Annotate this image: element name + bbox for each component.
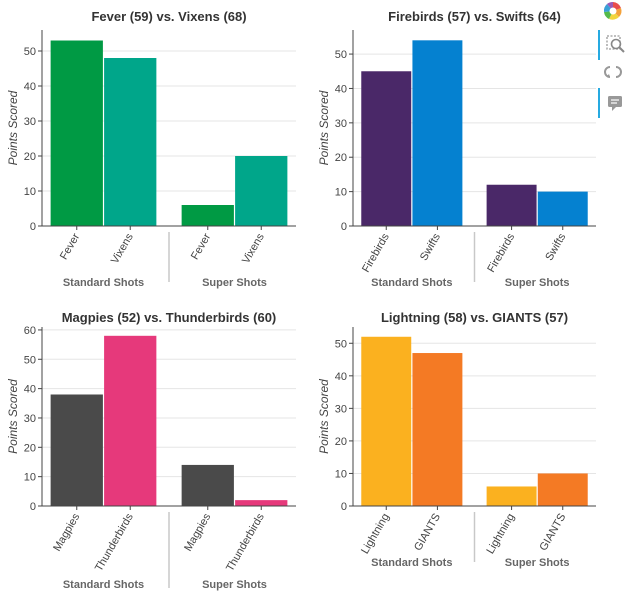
x-tick-label: Magpies <box>182 511 213 553</box>
y-tick-label: 20 <box>335 152 347 164</box>
bar-firebirds-standard-shots <box>361 71 412 227</box>
chart-title: Firebirds (57) vs. Swifts (64) <box>388 9 561 24</box>
y-tick-label: 50 <box>24 354 36 366</box>
y-tick-label: 30 <box>24 116 36 128</box>
y-tick-label: 60 <box>24 325 36 337</box>
bar-fever-standard-shots <box>50 40 103 226</box>
y-tick-label: 10 <box>335 468 347 480</box>
chart-title: Lightning (58) vs. GIANTS (57) <box>381 310 568 325</box>
x-tick-label: Firebirds <box>360 231 392 274</box>
hover-tooltip-icon[interactable] <box>598 88 630 118</box>
reset-icon[interactable] <box>598 58 628 88</box>
group-label: Standard Shots <box>63 579 144 591</box>
x-tick-label: Lightning <box>484 512 517 557</box>
y-tick-label: 40 <box>24 384 36 396</box>
bar-lightning-standard-shots <box>361 336 412 506</box>
x-tick-label: Firebirds <box>485 231 517 274</box>
bar-giants-super-shots <box>537 473 588 506</box>
y-tick-label: 10 <box>335 187 347 199</box>
group-label: Super Shots <box>505 277 570 289</box>
y-tick-label: 10 <box>24 186 36 198</box>
bar-fever-super-shots <box>181 205 234 226</box>
x-tick-label: Lightning <box>359 512 392 557</box>
x-tick-label: Fever <box>58 231 83 262</box>
y-tick-label: 0 <box>30 221 36 233</box>
bar-swifts-standard-shots <box>412 40 463 226</box>
y-tick-label: 30 <box>335 403 347 415</box>
bar-thunderbirds-super-shots <box>235 500 288 506</box>
chart-lightning-giants: Lightning (58) vs. GIANTS (57) 0 10 20 30 40 5… <box>317 310 596 569</box>
x-tick-label: Vixens <box>109 231 136 266</box>
y-tick-label: 40 <box>24 81 36 93</box>
y-tick-label: 0 <box>341 221 347 233</box>
x-tick-label: Fever <box>189 231 214 262</box>
x-tick-label: Thunderbirds <box>93 511 136 574</box>
y-tick-label: 30 <box>24 413 36 425</box>
y-axis-label: Points Scored <box>6 379 20 454</box>
x-tick-label: Magpies <box>51 511 82 553</box>
bar-magpies-super-shots <box>181 464 234 506</box>
bar-vixens-super-shots <box>235 156 288 226</box>
chart-firebirds-swifts: Firebirds (57) vs. Swifts (64) 0 10 20 30 40 5… <box>317 9 596 289</box>
bar-lightning-super-shots <box>486 486 537 506</box>
x-tick-label: GIANTS <box>412 512 443 553</box>
y-tick-label: 0 <box>341 501 347 513</box>
x-tick-label: Swifts <box>543 231 568 263</box>
y-tick-label: 40 <box>335 371 347 383</box>
x-tick-label: Thunderbirds <box>224 511 267 574</box>
y-tick-label: 30 <box>335 118 347 130</box>
bokeh-toolbar <box>598 0 630 130</box>
bar-giants-standard-shots <box>412 353 463 506</box>
chart-fever-vixens: Fever (59) vs. Vixens (68) 0 10 20 30 40 50 Poi… <box>6 9 296 289</box>
chart-title: Magpies (52) vs. Thunderbirds (60) <box>62 310 277 325</box>
y-tick-label: 50 <box>24 46 36 58</box>
chart-title: Fever (59) vs. Vixens (68) <box>91 9 246 24</box>
bar-thunderbirds-standard-shots <box>104 335 157 506</box>
bar-magpies-standard-shots <box>50 394 103 506</box>
chart-magpies-thunderbirds: Magpies (52) vs. Thunderbirds (60) 0 10 20 3… <box>6 310 296 591</box>
group-label: Standard Shots <box>371 277 452 289</box>
bokeh-logo-icon <box>602 0 624 22</box>
y-tick-label: 20 <box>335 436 347 448</box>
group-label: Super Shots <box>505 557 570 569</box>
bar-firebirds-super-shots <box>486 184 537 226</box>
y-tick-label: 0 <box>30 501 36 513</box>
y-tick-label: 50 <box>335 338 347 350</box>
y-tick-label: 40 <box>335 83 347 95</box>
group-label: Standard Shots <box>371 557 452 569</box>
group-label: Standard Shots <box>63 277 144 289</box>
x-tick-label: GIANTS <box>537 512 568 553</box>
group-label: Super Shots <box>202 277 267 289</box>
y-axis-label: Points Scored <box>6 90 20 165</box>
y-tick-label: 10 <box>24 472 36 484</box>
y-axis-label: Points Scored <box>317 379 331 454</box>
box-zoom-icon[interactable] <box>598 30 630 60</box>
y-tick-label: 50 <box>335 49 347 61</box>
y-tick-label: 20 <box>24 442 36 454</box>
y-axis-label: Points Scored <box>317 90 331 165</box>
y-tick-label: 20 <box>24 151 36 163</box>
x-tick-label: Vixens <box>240 231 267 266</box>
bar-vixens-standard-shots <box>104 58 157 226</box>
bar-swifts-super-shots <box>537 191 588 226</box>
x-tick-label: Swifts <box>418 231 443 263</box>
group-label: Super Shots <box>202 579 267 591</box>
